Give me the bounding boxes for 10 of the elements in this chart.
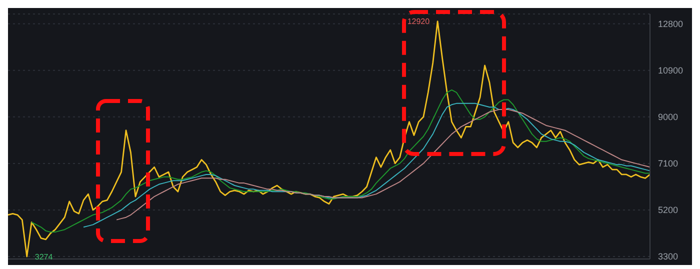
line-series	[31, 89, 650, 233]
annotation: 3274	[34, 252, 54, 262]
y-tick-label: 7100	[658, 158, 678, 169]
y-tick-label: 10900	[658, 66, 684, 76]
y-tick-label: 5200	[658, 205, 678, 216]
annotation: 12920	[407, 17, 430, 26]
line-series	[116, 109, 650, 220]
y-tick-label: 3300	[658, 252, 678, 262]
y-tick-label: 9000	[658, 112, 678, 122]
y-tick-label: 12800	[658, 18, 684, 29]
